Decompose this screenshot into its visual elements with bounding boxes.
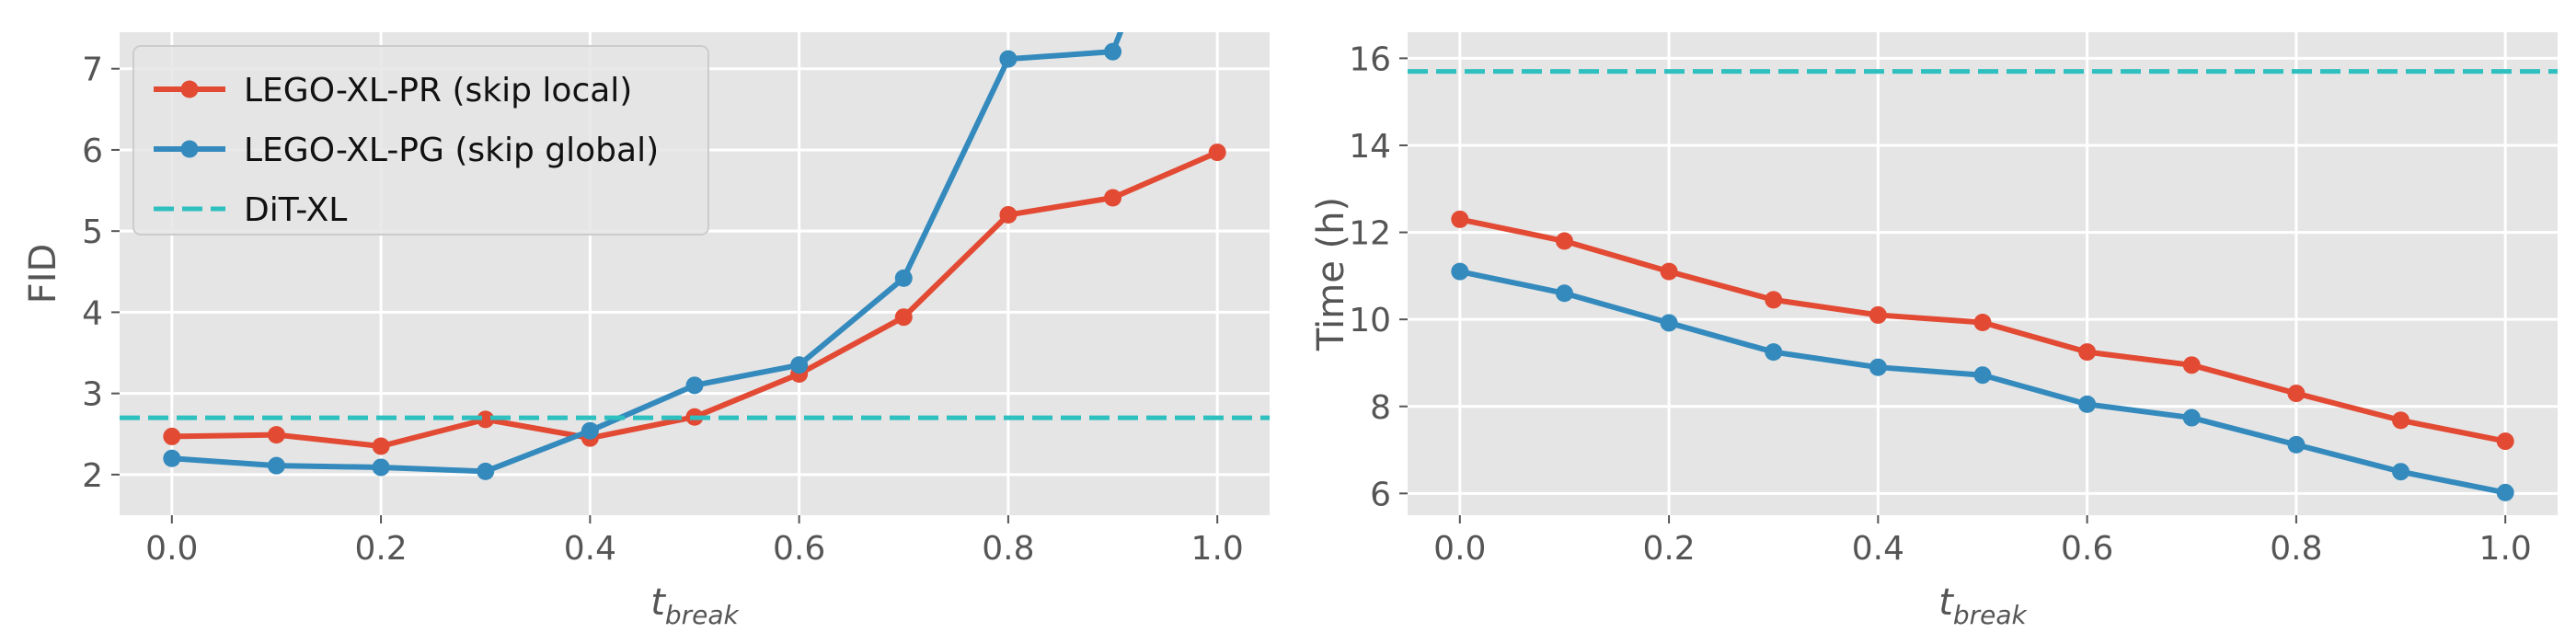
data-point xyxy=(1555,284,1573,303)
x-axis-label: tbreak xyxy=(650,581,740,630)
legend-box xyxy=(132,45,709,236)
data-point xyxy=(2078,343,2097,362)
y-tick-label: 2 xyxy=(82,457,103,495)
x-axis-label: tbreak xyxy=(1938,581,2028,630)
data-point xyxy=(477,462,495,480)
data-point xyxy=(267,426,285,444)
data-point xyxy=(372,458,390,477)
x-tick-label: 0.0 xyxy=(1433,530,1486,568)
data-point xyxy=(1104,42,1122,61)
x-tick-label: 0.2 xyxy=(354,530,407,568)
y-tick-label: 8 xyxy=(1370,389,1391,427)
x-tick-label: 0.4 xyxy=(564,530,616,568)
data-point xyxy=(2287,435,2306,454)
data-point xyxy=(1555,232,1573,250)
data-point xyxy=(2182,408,2201,427)
y-tick-label: 14 xyxy=(1349,128,1391,166)
series-layer xyxy=(1408,69,2558,501)
series-layer xyxy=(120,32,1270,480)
data-point xyxy=(2078,395,2097,413)
legend-label: DiT-XL xyxy=(244,191,347,229)
x-tick-label: 1.0 xyxy=(1191,530,1244,568)
y-tick-label: 6 xyxy=(1370,476,1391,513)
data-point xyxy=(2287,385,2306,403)
y-tick-label: 7 xyxy=(82,52,103,89)
data-point xyxy=(1208,144,1226,162)
x-tick-label: 0.6 xyxy=(773,530,825,568)
plot-area xyxy=(1408,32,2558,515)
data-point xyxy=(2496,432,2514,451)
y-tick-label: 5 xyxy=(82,213,103,251)
data-point xyxy=(1104,189,1122,207)
data-point xyxy=(1451,262,1469,281)
chart-panel-1: 0.0 0.2 0.4 0.6 0.8 1.0 2 3 4 5 6 7 tbreak FID LEGO-XL… xyxy=(22,32,1270,630)
x-tick-label: 0.0 xyxy=(145,530,198,568)
data-point xyxy=(1765,291,1783,309)
data-point xyxy=(999,50,1018,68)
legend-label: LEGO-XL-PR (skip local) xyxy=(244,72,632,109)
data-point xyxy=(1765,343,1783,362)
data-point xyxy=(2182,356,2201,374)
legend-marker xyxy=(180,140,199,158)
y-tick-label: 6 xyxy=(82,132,103,170)
data-point xyxy=(1660,262,1678,281)
data-point xyxy=(1973,366,1992,385)
data-point xyxy=(372,437,390,455)
data-point xyxy=(163,449,181,467)
data-point xyxy=(267,456,285,475)
chart-panel-2: 0.0 0.2 0.4 0.6 0.8 1.0 6 8 10 12 14 16 tbreak Time (… xyxy=(1310,32,2558,630)
y-axis-label: Time (h) xyxy=(1310,197,1352,351)
data-point xyxy=(163,427,181,445)
data-point xyxy=(999,206,1018,224)
data-point xyxy=(685,376,704,395)
x-tick-label: 0.6 xyxy=(2061,530,2113,568)
x-tick-label: 1.0 xyxy=(2479,530,2532,568)
y-tick-label: 3 xyxy=(82,376,103,414)
y-tick-label: 12 xyxy=(1349,215,1391,253)
data-point xyxy=(2496,483,2514,501)
data-point xyxy=(581,421,599,440)
data-point xyxy=(1973,313,1992,331)
data-point xyxy=(790,356,809,374)
legend-marker xyxy=(180,80,199,98)
x-tick-label: 0.8 xyxy=(982,530,1034,568)
data-point xyxy=(2392,463,2410,481)
data-point xyxy=(894,269,913,287)
y-tick-label: 10 xyxy=(1349,302,1391,339)
data-point xyxy=(1869,358,1887,376)
data-point xyxy=(1660,314,1678,332)
legend-label: LEGO-XL-PG (skip global) xyxy=(244,132,659,169)
y-tick-label: 4 xyxy=(82,294,103,332)
data-point xyxy=(477,410,495,429)
data-point xyxy=(1451,210,1469,228)
x-tick-label: 0.8 xyxy=(2270,530,2322,568)
x-tick-label: 0.4 xyxy=(1852,530,1904,568)
data-point xyxy=(894,308,913,327)
y-axis-label: FID xyxy=(22,244,64,305)
data-point xyxy=(2392,411,2410,430)
data-point xyxy=(1869,305,1887,324)
legend: LEGO-XL-PR (skip local) LEGO-XL-PG (skip … xyxy=(132,45,709,236)
x-tick-label: 0.2 xyxy=(1642,530,1695,568)
y-tick-label: 16 xyxy=(1349,40,1391,78)
